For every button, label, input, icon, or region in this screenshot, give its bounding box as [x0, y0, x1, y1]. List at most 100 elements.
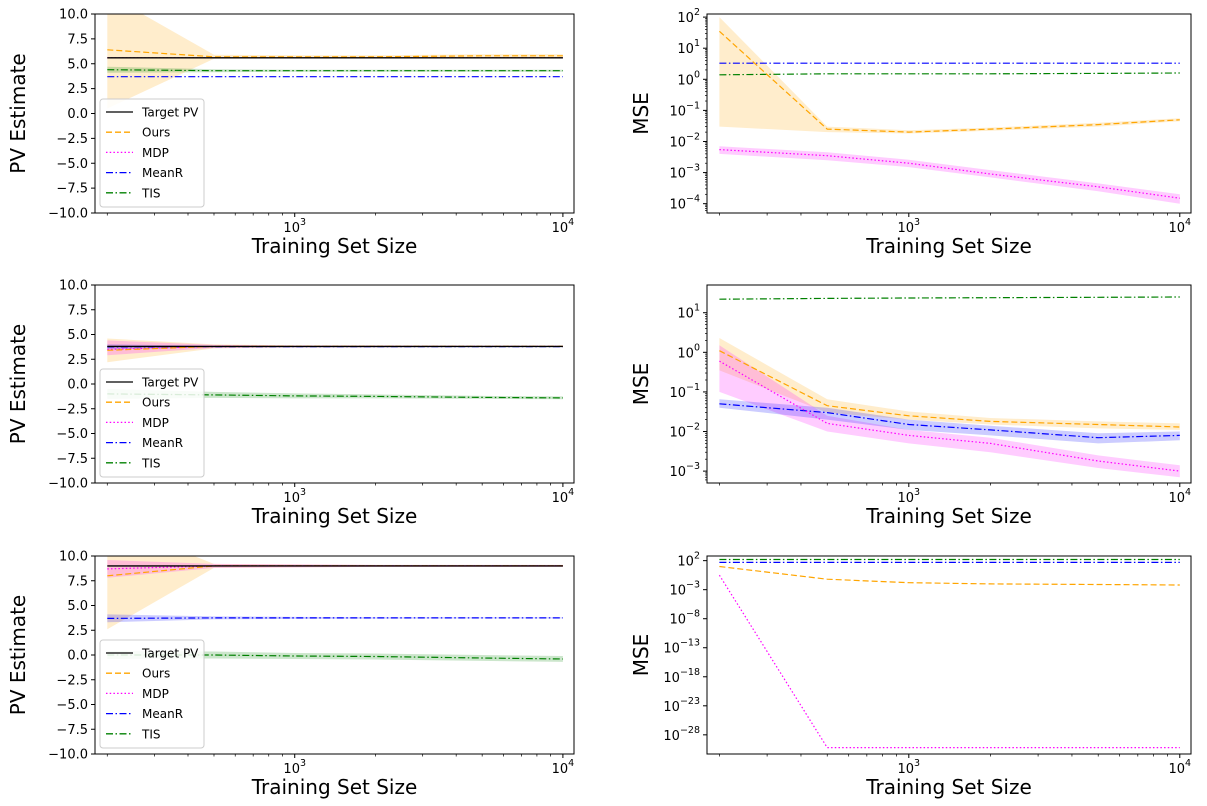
- legend-label: MeanR: [142, 707, 183, 721]
- legend-label: MeanR: [142, 166, 183, 180]
- x-tick-exponent: 3: [914, 217, 920, 228]
- x-tick-base: 10: [552, 762, 569, 777]
- y-tick-exponent: −3: [686, 163, 700, 174]
- y-tick-label: 10−28: [663, 725, 700, 744]
- x-tick-exponent: 4: [568, 758, 574, 769]
- y-tick-label: −2.5: [56, 673, 88, 688]
- x-tick-label: 104: [1168, 487, 1191, 506]
- y-tick-base: 10: [669, 584, 686, 599]
- legend-label: TIS: [141, 727, 161, 741]
- band-ours: [719, 17, 1179, 133]
- y-tick-label: 2.5: [67, 82, 88, 97]
- y-tick-exponent: −13: [680, 638, 700, 649]
- y-tick-label: 10−13: [663, 638, 700, 657]
- y-axis-label: MSE: [629, 363, 653, 406]
- x-tick-exponent: 4: [568, 487, 574, 498]
- y-tick-label: 0.0: [67, 649, 88, 664]
- chart-panel-5: 10.07.55.02.50.0−2.5−5.0−7.5−10.0103 104T…: [6, 521, 574, 799]
- y-tick-label: 10−23: [663, 696, 700, 715]
- legend: Target PV Ours MDP MeanR TIS: [100, 369, 204, 477]
- legend: Target PV Ours MDP MeanR TIS: [100, 99, 204, 207]
- y-tick-exponent: −4: [686, 194, 700, 205]
- y-tick-exponent: −3: [686, 461, 700, 472]
- plot-area: [719, 297, 1179, 477]
- y-tick-base: 10: [669, 167, 686, 182]
- y-tick-label: 102: [677, 551, 700, 570]
- y-tick-exponent: −8: [686, 609, 700, 620]
- y-tick-base: 10: [669, 386, 686, 401]
- y-tick-label: 10−2: [669, 131, 700, 150]
- x-tick-base: 10: [1168, 491, 1185, 506]
- y-tick-exponent: −2: [686, 422, 700, 433]
- legend: Target PV Ours MDP MeanR TIS: [100, 640, 204, 748]
- series-line-mdp: [719, 575, 1179, 747]
- x-axis-label: Training Set Size: [251, 234, 418, 258]
- x-tick-base: 10: [1168, 221, 1185, 236]
- series-line-tis: [719, 297, 1179, 299]
- y-axis-label: MSE: [629, 634, 653, 677]
- y-tick-exponent: 1: [694, 303, 700, 314]
- y-tick-exponent: 0: [694, 342, 700, 353]
- x-tick-base: 10: [552, 491, 569, 506]
- y-tick-label: 10−8: [669, 609, 700, 628]
- legend-label: Ours: [142, 396, 170, 410]
- y-tick-label: 10−3: [669, 163, 700, 182]
- y-tick-label: 10.0: [59, 550, 88, 565]
- legend-label: Target PV: [141, 376, 199, 390]
- y-tick-base: 10: [669, 198, 686, 213]
- legend-label: Target PV: [141, 106, 199, 120]
- y-tick-label: 5.0: [67, 328, 88, 343]
- y-tick-label: −10.0: [48, 748, 88, 763]
- y-tick-label: 10−2: [669, 422, 700, 441]
- series-line-tis: [719, 73, 1179, 75]
- y-tick-exponent: −1: [686, 100, 700, 111]
- x-tick-exponent: 4: [1185, 217, 1191, 228]
- chart-panel-3: 10.07.55.02.50.0−2.5−5.0−7.5−10.0103 104T…: [6, 279, 574, 529]
- chart-panel-1: 10.07.55.02.50.0−2.5−5.0−7.5−10.0103 104T…: [6, 0, 574, 258]
- legend-label: TIS: [141, 186, 161, 200]
- x-axis-label: Training Set Size: [251, 504, 418, 528]
- y-tick-base: 10: [677, 346, 694, 361]
- y-axis-label: PV Estimate: [6, 53, 30, 173]
- y-tick-exponent: −28: [680, 725, 700, 736]
- y-tick-base: 10: [663, 671, 680, 686]
- x-tick-label: 104: [552, 758, 575, 777]
- y-tick-base: 10: [677, 307, 694, 322]
- y-tick-label: −7.5: [56, 452, 88, 467]
- y-tick-label: −2.5: [56, 402, 88, 417]
- y-tick-base: 10: [669, 465, 686, 480]
- y-tick-exponent: −18: [680, 667, 700, 678]
- y-tick-label: 2.5: [67, 624, 88, 639]
- y-tick-label: 100: [677, 342, 700, 361]
- y-tick-base: 10: [669, 426, 686, 441]
- y-tick-base: 10: [669, 104, 686, 119]
- y-tick-exponent: −1: [686, 382, 700, 393]
- y-tick-label: 101: [677, 303, 700, 322]
- series-line-ours: [719, 567, 1179, 586]
- y-tick-label: 10−18: [663, 667, 700, 686]
- x-tick-exponent: 3: [914, 758, 920, 769]
- y-tick-label: 0.0: [67, 107, 88, 122]
- x-tick-exponent: 4: [1185, 758, 1191, 769]
- y-tick-label: 10−3: [669, 580, 700, 599]
- y-tick-label: −2.5: [56, 132, 88, 147]
- y-tick-label: 7.5: [67, 32, 88, 47]
- legend-label: TIS: [141, 456, 161, 470]
- y-tick-label: 2.5: [67, 353, 88, 368]
- y-tick-label: 7.5: [67, 574, 88, 589]
- band-mdp: [719, 146, 1179, 203]
- y-tick-exponent: 0: [694, 69, 700, 80]
- legend-label: Target PV: [141, 647, 199, 661]
- x-tick-base: 10: [1168, 762, 1185, 777]
- axes-frame: [707, 556, 1191, 754]
- y-tick-label: 10.0: [59, 8, 88, 23]
- legend-label: MDP: [142, 416, 169, 430]
- plot-area: [107, 0, 563, 109]
- legend-label: MDP: [142, 687, 169, 701]
- y-tick-label: 101: [677, 38, 700, 57]
- y-tick-base: 10: [663, 729, 680, 744]
- legend-label: Ours: [142, 126, 170, 140]
- y-tick-label: −5.0: [56, 157, 88, 172]
